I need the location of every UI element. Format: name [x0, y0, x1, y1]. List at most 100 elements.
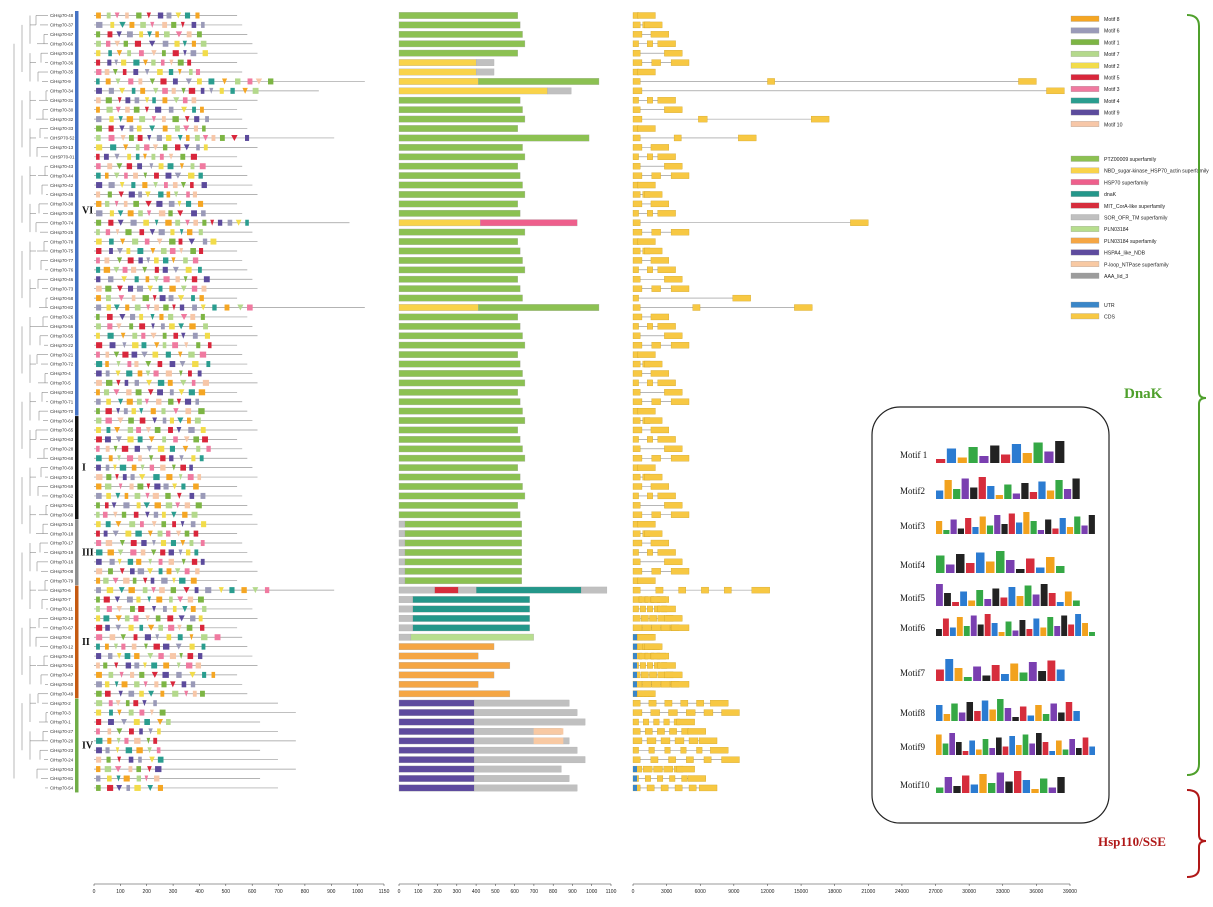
logo-letter — [1089, 632, 1095, 636]
logo-letter — [962, 751, 969, 755]
motif-mark — [149, 756, 155, 763]
motif-mark — [201, 285, 207, 292]
motif-mark — [210, 219, 215, 226]
motif-mark — [96, 408, 100, 415]
legend-swatch — [1070, 190, 1100, 197]
motif-mark — [198, 229, 203, 236]
logo-letter — [1033, 442, 1043, 463]
motif-mark — [188, 370, 192, 377]
motif-mark — [160, 323, 165, 330]
logo-letter — [1038, 671, 1047, 681]
group-bar — [75, 416, 79, 520]
domain-block — [398, 417, 526, 424]
exon-block — [655, 586, 664, 594]
motif-mark — [200, 492, 206, 499]
motif-mark — [142, 700, 147, 707]
motif-mark — [157, 756, 164, 763]
logo-letter — [1040, 584, 1048, 606]
motif-mark — [109, 634, 116, 641]
motif-mark — [197, 474, 202, 481]
exon-block — [698, 784, 718, 792]
logo-letter — [1005, 621, 1012, 636]
logo-letter — [1016, 745, 1022, 755]
domain-block — [398, 407, 523, 415]
motif-mark — [203, 144, 208, 151]
domain-block — [398, 379, 526, 387]
exon-block — [632, 134, 641, 142]
gene-name: CiHsp70-32 — [50, 117, 74, 122]
logo-letter — [1036, 567, 1045, 573]
domain-block — [474, 775, 570, 782]
gene-names: CiHsp70-48CiHsp70-37CiHsp70-57CiHsp70-66… — [50, 13, 75, 790]
motif-mark — [147, 653, 154, 660]
exon-block — [664, 50, 683, 57]
domain-block — [398, 473, 521, 481]
motif-logo-label: Motif8 — [900, 708, 926, 718]
motif-mark — [154, 219, 159, 226]
motif-mark — [160, 540, 167, 547]
motif-mark — [158, 568, 163, 575]
motif-mark — [201, 521, 207, 528]
legend-label: HSP70 superfamily — [1104, 180, 1149, 186]
motif-mark — [96, 248, 102, 254]
motif-mark — [180, 379, 187, 386]
motif-mark — [179, 163, 184, 170]
motif-mark — [144, 634, 151, 641]
logo-letter — [956, 617, 963, 636]
exon-block — [696, 700, 704, 707]
exon-block — [646, 784, 655, 792]
domain-block — [533, 737, 564, 745]
motif-mark — [106, 492, 111, 499]
motif-mark — [147, 568, 154, 575]
domain-block — [474, 756, 586, 764]
motif-mark — [153, 474, 160, 481]
motif-mark — [104, 172, 109, 179]
gene-name: CiHsp70-82 — [50, 305, 74, 310]
motif-mark — [96, 40, 101, 47]
motif-mark — [197, 200, 204, 207]
motif-mark — [156, 747, 161, 754]
exon-block — [650, 756, 659, 763]
exon-block — [632, 210, 639, 217]
motif-mark — [105, 370, 110, 377]
motif-mark — [130, 474, 135, 481]
motif-mark — [184, 568, 190, 575]
motif-mark — [134, 445, 140, 452]
motif-mark — [145, 191, 151, 198]
motif-mark — [117, 558, 122, 565]
logo-letter — [1022, 780, 1031, 793]
exon-block — [670, 681, 690, 688]
domain-block — [398, 784, 475, 792]
motif-mark — [162, 125, 168, 132]
motif-mark — [113, 511, 118, 518]
legend-label: CDS — [1104, 315, 1115, 321]
exon-block — [680, 747, 687, 754]
motif-mark — [129, 728, 134, 735]
motif-mark — [179, 577, 186, 584]
motif-mark — [153, 370, 159, 377]
gene-name: CiHsp70-31 — [50, 98, 74, 103]
legend-label: Motif 8 — [1104, 17, 1120, 23]
domain-axis-tick-label: 400 — [472, 889, 481, 895]
motif-mark — [147, 530, 153, 537]
motif-mark — [150, 313, 155, 320]
logo-letter — [1030, 521, 1037, 534]
motif-mark — [187, 417, 191, 424]
domain-block — [398, 360, 521, 368]
domain-axis-tick-label: 1100 — [606, 889, 617, 895]
domain-block — [458, 586, 477, 594]
logo-letter — [1019, 706, 1027, 721]
exon-block — [660, 737, 671, 744]
exon-block — [639, 605, 646, 613]
exon-block — [696, 747, 703, 754]
exon-block — [632, 229, 643, 236]
gene-axis-tick-label: 3000 — [661, 889, 672, 895]
motif-mark — [96, 21, 103, 28]
domain-block — [434, 586, 459, 594]
motif-mark — [170, 540, 177, 547]
motif-mark — [145, 492, 150, 499]
gene-name: CiHsp70-19 — [50, 550, 74, 555]
motif-mark — [214, 634, 221, 641]
motif-mark — [252, 87, 259, 94]
